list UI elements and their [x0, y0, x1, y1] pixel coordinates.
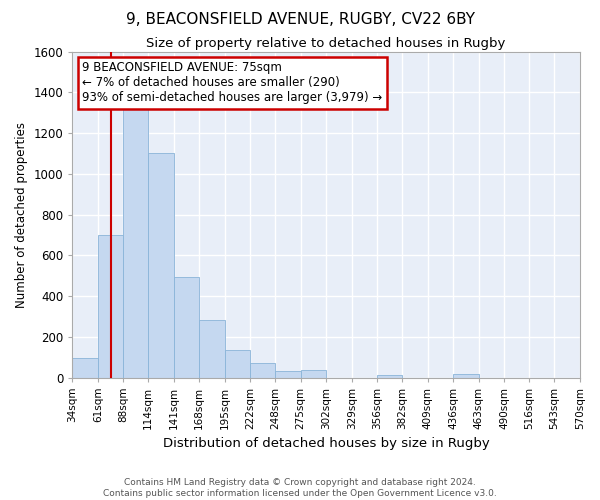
Bar — [250, 364, 275, 378]
Bar — [377, 375, 402, 378]
Text: 9, BEACONSFIELD AVENUE, RUGBY, CV22 6BY: 9, BEACONSFIELD AVENUE, RUGBY, CV22 6BY — [125, 12, 475, 28]
Bar — [225, 350, 250, 378]
Bar — [453, 374, 479, 378]
Y-axis label: Number of detached properties: Number of detached properties — [15, 122, 28, 308]
Bar — [301, 370, 326, 378]
Bar — [148, 154, 173, 378]
Title: Size of property relative to detached houses in Rugby: Size of property relative to detached ho… — [146, 38, 506, 51]
Bar — [73, 358, 98, 378]
Bar — [173, 276, 199, 378]
Bar — [199, 320, 225, 378]
X-axis label: Distribution of detached houses by size in Rugby: Distribution of detached houses by size … — [163, 437, 490, 450]
Text: Contains HM Land Registry data © Crown copyright and database right 2024.
Contai: Contains HM Land Registry data © Crown c… — [103, 478, 497, 498]
Bar — [275, 371, 301, 378]
Bar — [98, 235, 124, 378]
Text: 9 BEACONSFIELD AVENUE: 75sqm
← 7% of detached houses are smaller (290)
93% of se: 9 BEACONSFIELD AVENUE: 75sqm ← 7% of det… — [82, 62, 383, 104]
Bar — [124, 106, 148, 378]
